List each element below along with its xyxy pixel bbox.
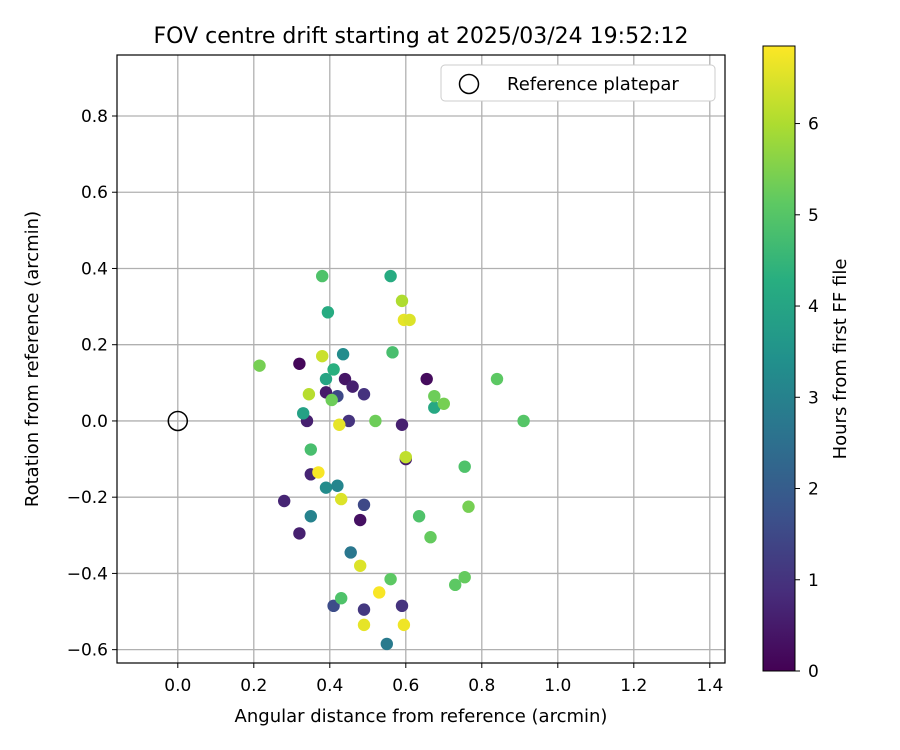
scatter-point xyxy=(344,546,357,559)
scatter-point xyxy=(335,492,348,506)
scatter-point xyxy=(333,418,346,431)
legend-label: Reference platepar xyxy=(507,74,679,95)
scatter-point xyxy=(293,527,306,540)
scatter-point xyxy=(338,372,352,386)
scatter-point xyxy=(312,466,325,479)
scatter-point xyxy=(316,349,329,363)
scatter-point xyxy=(321,306,335,319)
scatter-point xyxy=(380,637,393,651)
scatter-point xyxy=(395,294,409,308)
x-tick-label: 0.0 xyxy=(164,676,191,696)
scatter-point xyxy=(373,586,386,599)
colorbar-tick-label: 5 xyxy=(808,206,819,226)
scatter-point xyxy=(462,500,475,513)
x-axis-label: Angular distance from reference (arcmin) xyxy=(235,706,608,727)
scatter-point xyxy=(517,414,530,428)
scatter-point xyxy=(386,346,399,359)
scatter-point xyxy=(357,618,371,632)
scatter-point xyxy=(304,443,317,456)
colorbar-label: Hours from first FF file xyxy=(830,259,851,460)
scatter-point xyxy=(346,380,359,393)
scatter-point xyxy=(357,498,371,512)
scatter-point xyxy=(399,450,412,464)
scatter-point xyxy=(297,407,310,420)
y-tick-label: 0.2 xyxy=(81,336,108,356)
y-axis-label: Rotation from reference (arcmin) xyxy=(22,211,43,507)
colorbar-tick-label: 0 xyxy=(808,662,819,682)
scatter-point xyxy=(458,571,471,584)
scatter-point xyxy=(331,479,344,492)
scatter-point xyxy=(412,510,426,523)
y-tick-label: 0.8 xyxy=(81,107,108,127)
scatter-point xyxy=(369,414,382,428)
scatter-point xyxy=(403,313,416,327)
reference-platepar-marker xyxy=(167,410,189,432)
x-tick-label: 0.4 xyxy=(316,676,343,696)
chart-title: FOV centre drift starting at 2025/03/24 … xyxy=(154,24,689,49)
y-ticks: −0.6 −0.4 −0.2 0.0 0.2 0.4 0.6 0.8 xyxy=(67,107,117,661)
colorbar: 0 1 2 3 4 5 6 Hours from first FF file xyxy=(762,45,851,682)
reference-layer xyxy=(167,410,189,432)
scatter-point xyxy=(357,388,371,401)
grid xyxy=(117,55,725,663)
scatter-point xyxy=(384,572,397,586)
scatter-point xyxy=(420,372,433,386)
scatter-point xyxy=(437,397,450,410)
scatter-point xyxy=(302,388,316,401)
scatter-point xyxy=(428,389,441,403)
scatter-point xyxy=(327,599,340,613)
scatter-point xyxy=(278,494,291,508)
scatter-point xyxy=(342,414,355,428)
legend-marker-ref-circle xyxy=(458,73,480,95)
x-tick-label: 0.6 xyxy=(392,676,419,696)
scatter-point xyxy=(354,559,367,572)
plot-frame xyxy=(116,54,726,664)
colorbar-gradient xyxy=(762,45,796,672)
scatter-point xyxy=(253,359,266,372)
scatter-point xyxy=(319,372,333,386)
scatter-point xyxy=(304,510,317,523)
y-tick-label: −0.6 xyxy=(67,641,108,661)
scatter-point xyxy=(319,481,333,494)
y-tick-label: −0.2 xyxy=(67,488,108,508)
x-tick-label: 0.2 xyxy=(240,676,267,696)
scatter-point xyxy=(428,401,441,414)
y-tick-label: −0.4 xyxy=(67,564,108,584)
x-ticks: 0.0 0.2 0.4 0.6 0.8 1.0 1.2 1.4 xyxy=(164,663,723,696)
x-tick-label: 1.2 xyxy=(620,676,647,696)
legend: Reference platepar xyxy=(440,64,716,102)
y-tick-label: 0.6 xyxy=(81,183,108,203)
colorbar-ticks: 0 1 2 3 4 5 6 xyxy=(795,115,819,682)
scatter-point xyxy=(424,531,437,544)
scatter-point xyxy=(357,603,371,616)
legend-box xyxy=(440,64,716,102)
scatter-point xyxy=(335,591,348,605)
colorbar-tick-label: 6 xyxy=(808,115,819,135)
scatter-points xyxy=(253,269,530,651)
colorbar-tick-label: 4 xyxy=(808,297,819,317)
scatter-point xyxy=(293,357,306,370)
x-tick-label: 0.8 xyxy=(468,676,495,696)
scatter-point xyxy=(490,372,504,386)
scatter-point xyxy=(458,460,471,473)
scatter-point xyxy=(354,513,367,527)
x-tick-label: 1.4 xyxy=(696,676,723,696)
y-tick-label: 0.0 xyxy=(81,412,108,432)
scatter-point xyxy=(325,393,338,407)
y-tick-label: 0.4 xyxy=(81,259,108,279)
colorbar-tick-label: 1 xyxy=(808,571,819,591)
scatter-point xyxy=(397,618,411,632)
scatter-point xyxy=(327,363,340,376)
scatter-point xyxy=(316,269,329,283)
scatter-point xyxy=(384,269,397,283)
scatter-point xyxy=(395,599,409,613)
scatter-point xyxy=(395,418,409,431)
scatter-point xyxy=(336,348,350,361)
colorbar-tick-label: 3 xyxy=(808,388,819,408)
x-tick-label: 1.0 xyxy=(544,676,571,696)
scatter-point xyxy=(449,578,462,592)
colorbar-tick-label: 2 xyxy=(808,480,819,500)
